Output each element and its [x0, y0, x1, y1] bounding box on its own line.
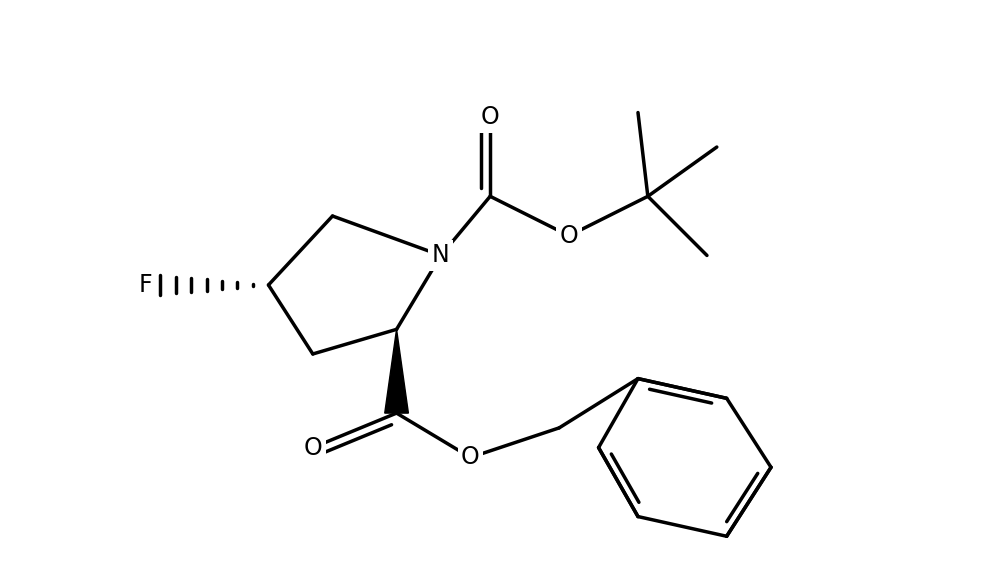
- Text: F: F: [138, 273, 152, 297]
- Text: O: O: [303, 435, 322, 459]
- Text: O: O: [480, 105, 499, 129]
- Text: O: O: [460, 445, 479, 470]
- Polygon shape: [384, 329, 408, 413]
- Text: O: O: [559, 224, 578, 248]
- Text: N: N: [431, 243, 449, 267]
